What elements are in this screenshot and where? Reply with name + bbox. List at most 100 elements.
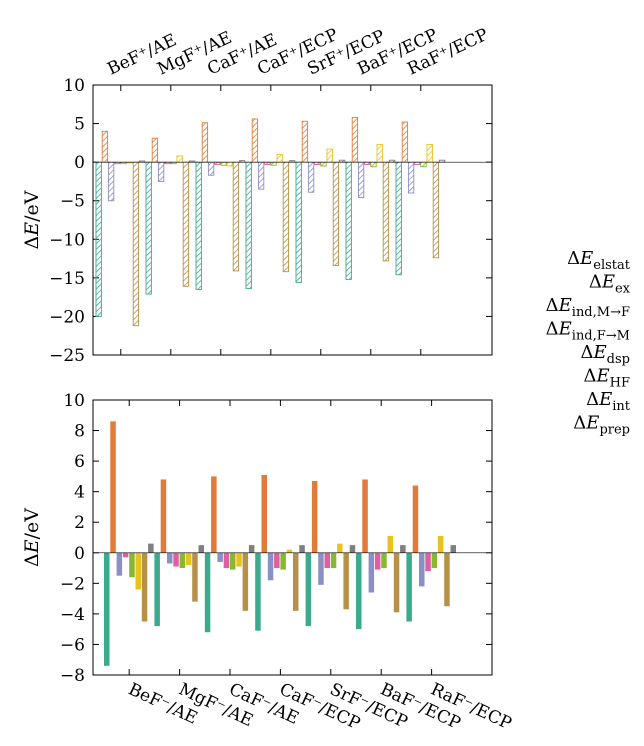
legend: ΔEelstatΔEexΔEind,M→FΔEind,F→MΔEdspΔEHFΔ… bbox=[546, 248, 631, 438]
bar-elstat bbox=[406, 552, 412, 622]
bar-int bbox=[242, 552, 249, 611]
bar-ex bbox=[201, 122, 209, 163]
bar-ind_FM bbox=[122, 552, 129, 558]
bar-ind_FM bbox=[314, 161, 321, 165]
bar-int bbox=[182, 161, 190, 287]
bar-ex bbox=[412, 485, 419, 553]
bar-int bbox=[332, 161, 340, 266]
legend-entry-ind_MF: ΔEind,M→F bbox=[546, 295, 630, 320]
y-tick-label: −4 bbox=[60, 605, 85, 625]
bar-HF bbox=[135, 552, 141, 590]
legend-entry-int: ΔEint bbox=[586, 389, 631, 414]
bar-ex bbox=[160, 479, 167, 553]
bar-HF bbox=[286, 549, 293, 553]
bar-elstat bbox=[104, 552, 110, 666]
bar-elstat bbox=[345, 161, 352, 280]
y-tick-label: 5 bbox=[74, 115, 85, 135]
y-tick-label: −5 bbox=[60, 192, 85, 212]
bar-int bbox=[141, 552, 148, 622]
bar-dsp bbox=[230, 552, 236, 570]
plot-frame bbox=[92, 399, 493, 676]
bar-ex bbox=[101, 130, 109, 163]
y-tick-label: 2 bbox=[74, 513, 85, 533]
bar-int bbox=[293, 552, 299, 611]
legend-entry-ex: ΔEex bbox=[589, 272, 631, 297]
bar-ex bbox=[401, 121, 409, 163]
bar-ind_MF bbox=[267, 552, 274, 581]
plot-frame bbox=[92, 84, 493, 356]
bar-elstat bbox=[295, 161, 302, 283]
top-chart-cations: 1050−5−10−15−20−25ΔE/eVBeF⁺/AEMgF⁺/AECaF… bbox=[21, 25, 493, 366]
bar-elstat bbox=[95, 161, 102, 317]
bar-ind_FM bbox=[264, 161, 271, 165]
bar-int bbox=[132, 161, 140, 327]
bar-dsp bbox=[280, 552, 286, 570]
bar-ind_FM bbox=[364, 161, 371, 165]
bar-dsp bbox=[420, 161, 427, 168]
bar-elstat bbox=[305, 552, 312, 627]
bottom-chart-anions: 1086420−2−4−6−8ΔE/eVBeF⁻/AEMgF⁻/AECaF⁻/A… bbox=[21, 391, 515, 734]
bar-ex bbox=[151, 137, 159, 163]
y-tick-label: −10 bbox=[49, 230, 85, 250]
bar-ind_MF bbox=[357, 161, 365, 199]
bar-prep bbox=[299, 545, 305, 553]
bar-ind_MF bbox=[307, 161, 315, 193]
bar-int bbox=[192, 552, 198, 602]
bar-prep bbox=[400, 545, 406, 553]
bar-int bbox=[343, 552, 349, 610]
bar-dsp bbox=[270, 161, 277, 166]
bar-HF bbox=[185, 552, 192, 565]
bar-dsp bbox=[330, 552, 337, 569]
y-tick-label: 0 bbox=[74, 544, 85, 564]
y-tick-label: 10 bbox=[63, 391, 85, 411]
bar-ex bbox=[362, 479, 368, 553]
bar-ex bbox=[351, 116, 359, 163]
y-tick-label: −2 bbox=[60, 574, 85, 594]
bar-prep bbox=[198, 545, 204, 553]
bar-ind_FM bbox=[414, 161, 421, 165]
y-tick-label: −25 bbox=[49, 346, 85, 366]
bar-elstat bbox=[154, 552, 160, 627]
bar-HF bbox=[326, 148, 333, 163]
y-tick-label: −20 bbox=[49, 307, 85, 327]
bar-HF bbox=[226, 161, 233, 167]
bar-dsp bbox=[220, 161, 227, 166]
bar-int bbox=[444, 552, 450, 607]
y-tick-label: −15 bbox=[49, 269, 85, 289]
y-tick-label: 8 bbox=[74, 422, 85, 442]
bar-elstat bbox=[255, 552, 261, 631]
y-tick-label: 4 bbox=[74, 483, 85, 503]
legend-entry-HF: ΔEHF bbox=[584, 366, 631, 391]
bar-HF bbox=[426, 143, 433, 163]
bar-ind_MF bbox=[318, 552, 324, 585]
y-axis-label: ΔE/eV bbox=[21, 190, 43, 249]
bar-ind_FM bbox=[425, 552, 431, 572]
bar-dsp bbox=[129, 552, 135, 578]
bar-dsp bbox=[370, 161, 377, 168]
bar-HF bbox=[276, 153, 283, 163]
bar-prep bbox=[148, 543, 154, 553]
bar-int bbox=[232, 161, 240, 272]
bar-ex bbox=[261, 474, 267, 553]
y-tick-label: −6 bbox=[60, 635, 85, 655]
legend-entry-elstat: ΔEelstat bbox=[567, 248, 631, 273]
bar-HF bbox=[376, 143, 383, 163]
bar-ind_FM bbox=[324, 552, 330, 569]
bar-ind_MF bbox=[116, 552, 123, 576]
y-tick-label: 10 bbox=[63, 76, 85, 96]
bar-ind_MF bbox=[217, 552, 223, 562]
bar-ex bbox=[211, 476, 217, 553]
bar-ind_FM bbox=[374, 552, 381, 570]
bar-prep bbox=[248, 545, 255, 553]
bar-HF bbox=[236, 552, 242, 567]
bar-ind_FM bbox=[214, 161, 221, 165]
y-tick-label: −8 bbox=[60, 666, 85, 686]
bar-elstat bbox=[204, 552, 211, 633]
bar-elstat bbox=[356, 552, 362, 630]
bar-ind_MF bbox=[207, 161, 215, 176]
bar-ind_MF bbox=[368, 552, 375, 593]
legend-entry-dsp: ΔEdsp bbox=[581, 342, 630, 367]
bar-ex bbox=[110, 421, 116, 553]
bar-dsp bbox=[381, 552, 387, 569]
bar-int bbox=[432, 161, 440, 259]
